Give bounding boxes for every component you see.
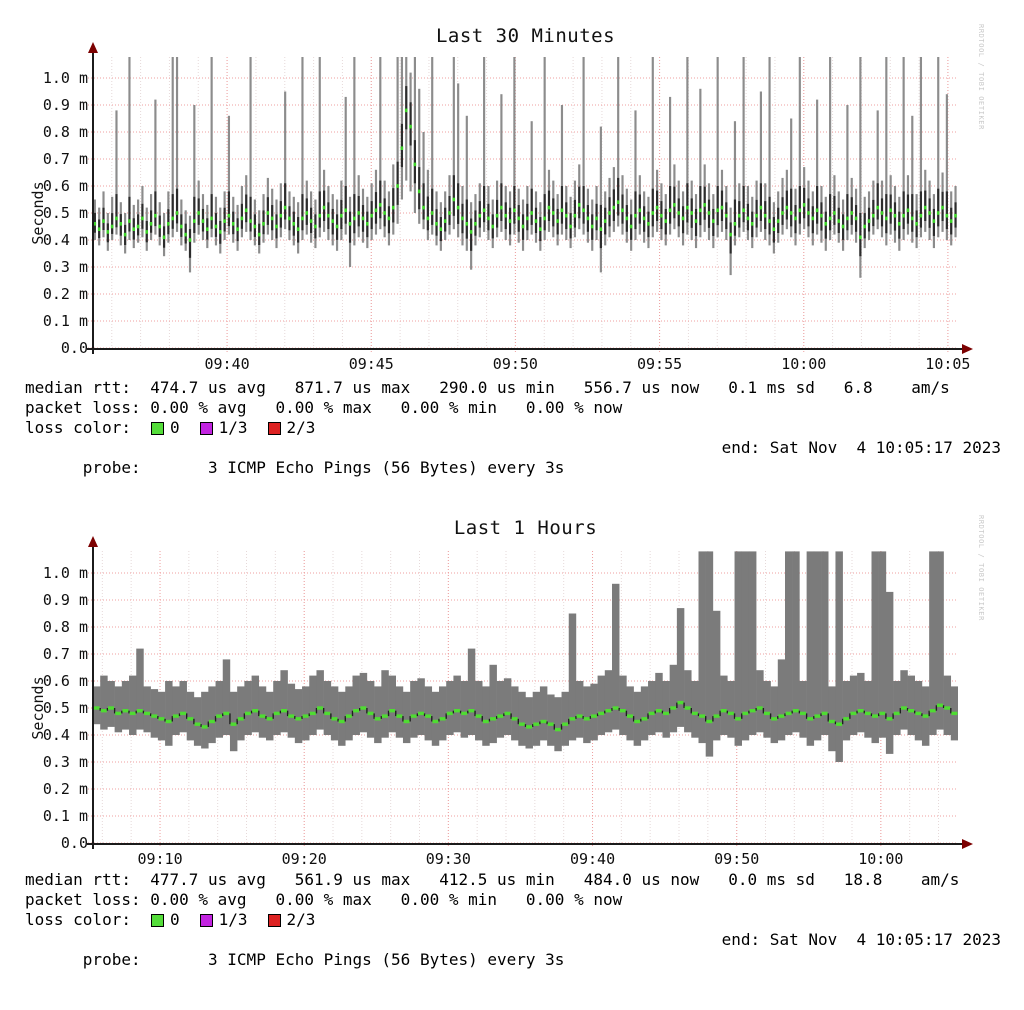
chart1-loss-color-legend: loss color: 0 1/3 2/3 xyxy=(25,418,1015,438)
x-tick-label: 10:00 xyxy=(781,355,826,373)
axes xyxy=(87,42,973,354)
loss-0-swatch xyxy=(150,421,164,435)
smokeping-graph-page: 09:40 09:45 09:50 09:55 10:00 10:05 0.0 0.1 m 0.… xyxy=(25,24,1015,969)
chart2-median-rtt-line: median rtt: 477.7 us avg 561.9 us max 41… xyxy=(25,870,960,889)
median-marks xyxy=(93,700,958,732)
y-tick-label: 0.0 xyxy=(61,339,88,357)
loss-13-label: 1/3 xyxy=(218,418,248,437)
y-tick-label: 0.7 m xyxy=(43,645,88,663)
loss-23-swatch xyxy=(267,421,281,435)
loss-0-label: 0 xyxy=(169,418,180,437)
chart2-end-timestamp: end: Sat Nov 4 10:05:17 2023 xyxy=(721,930,1001,949)
rrdtool-watermark: RRDTOOL / TOBI OETIKER xyxy=(977,515,985,621)
y-tick-label: 1.0 m xyxy=(43,69,88,87)
chart1-stats: median rtt: 474.7 us avg 871.7 us max 29… xyxy=(25,378,1015,477)
x-tick-label: 10:05 xyxy=(925,355,970,373)
legend-item-2: 2/3 xyxy=(267,910,316,930)
x-tick-label: 09:10 xyxy=(137,850,182,868)
smoke-bars xyxy=(93,551,958,762)
x-tick-label: 09:45 xyxy=(349,355,394,373)
chart2-title: Last 1 Hours xyxy=(453,517,598,539)
y-tick-label: 0.9 m xyxy=(43,96,88,114)
legend-label: loss color: xyxy=(25,910,131,929)
chart1-end-timestamp: end: Sat Nov 4 10:05:17 2023 xyxy=(721,438,1001,457)
x-tick-label: 09:40 xyxy=(570,850,615,868)
chart1-probe-line: probe: 3 ICMP Echo Pings (56 Bytes) ever… xyxy=(25,438,1015,477)
probe-text: probe: 3 ICMP Echo Pings (56 Bytes) ever… xyxy=(82,458,565,477)
chart2-loss-color-legend: loss color: 0 1/3 2/3 xyxy=(25,910,1015,930)
smoke-bars xyxy=(93,57,957,278)
legend-item-1: 1/3 xyxy=(199,910,248,930)
y-tick-label: 0.3 m xyxy=(43,258,88,276)
median-marks xyxy=(93,108,957,242)
y-tick-label: 0.4 m xyxy=(43,231,88,249)
y-tick-label: 0.2 m xyxy=(43,285,88,303)
chart2-probe-line: probe: 3 ICMP Echo Pings (56 Bytes) ever… xyxy=(25,930,1015,969)
y-tick-label: 0.4 m xyxy=(43,726,88,744)
loss-23-label: 2/3 xyxy=(286,418,316,437)
x-tick-labels: 09:40 09:45 09:50 09:55 10:00 10:05 xyxy=(204,355,970,373)
chart2-packet-loss-line: packet loss: 0.00 % avg 0.00 % max 0.00 … xyxy=(25,890,623,909)
x-tick-label: 09:50 xyxy=(493,355,538,373)
chart1-median-rtt-line: median rtt: 474.7 us avg 871.7 us max 29… xyxy=(25,378,950,397)
y-tick-label: 0.6 m xyxy=(43,177,88,195)
axes xyxy=(87,536,973,849)
y-tick-label: 0.0 xyxy=(61,834,88,852)
chart-1-plot: 09:40 09:45 09:50 09:55 10:00 10:050.00.1 m0.… xyxy=(43,42,973,373)
loss-23-label: 2/3 xyxy=(286,910,316,929)
loss-13-swatch xyxy=(199,913,213,927)
y-tick-label: 1.0 m xyxy=(43,564,88,582)
x-axis-arrow-icon xyxy=(962,839,973,849)
x-tick-label: 10:00 xyxy=(858,850,903,868)
probe-text: probe: 3 ICMP Echo Pings (56 Bytes) ever… xyxy=(82,950,565,969)
rrdtool-watermark: RRDTOOL / TOBI OETIKER xyxy=(977,24,985,130)
plot-canvas: 09:40 09:45 09:50 09:55 10:00 10:050.00.1 m0.… xyxy=(43,42,973,868)
x-tick-label: 09:50 xyxy=(714,850,759,868)
loss-0-swatch xyxy=(150,913,164,927)
chart2-y-axis-label: Seconds xyxy=(29,676,47,740)
chart-2-plot: 09:10 09:20 09:30 09:40 09:50 10:000.00.1 m0.… xyxy=(43,536,973,868)
y-tick-label: 0.7 m xyxy=(43,150,88,168)
y-tick-label: 0.9 m xyxy=(43,591,88,609)
y-tick-label: 0.5 m xyxy=(43,699,88,717)
y-tick-label: 0.5 m xyxy=(43,204,88,222)
y-tick-label: 0.6 m xyxy=(43,672,88,690)
legend-item-1: 1/3 xyxy=(199,418,248,438)
y-tick-labels: 0.0 0.1 m 0.2 m 0.3 m 0.4 m 0.5 m 0.6 m 0.7 m 0.… xyxy=(43,564,88,852)
chart2-stats: median rtt: 477.7 us avg 561.9 us max 41… xyxy=(25,870,1015,969)
x-axis-arrow-icon xyxy=(962,344,973,354)
chart1-title: Last 30 Minutes xyxy=(435,25,616,47)
legend-label: loss color: xyxy=(25,418,131,437)
loss-13-swatch xyxy=(199,421,213,435)
y-axis-arrow-icon xyxy=(88,536,98,547)
chart1-y-axis-label: Seconds xyxy=(29,181,47,245)
loss-13-label: 1/3 xyxy=(218,910,248,929)
y-tick-labels: 0.0 0.1 m 0.2 m 0.3 m 0.4 m 0.5 m 0.6 m 0.7 m 0.… xyxy=(43,69,88,357)
x-tick-label: 09:20 xyxy=(282,850,327,868)
x-tick-label: 09:55 xyxy=(637,355,682,373)
loss-0-label: 0 xyxy=(169,910,180,929)
y-tick-label: 0.1 m xyxy=(43,807,88,825)
legend-item-2: 2/3 xyxy=(267,418,316,438)
chart1-packet-loss-line: packet loss: 0.00 % avg 0.00 % max 0.00 … xyxy=(25,398,623,417)
loss-23-swatch xyxy=(267,913,281,927)
x-tick-labels: 09:10 09:20 09:30 09:40 09:50 10:00 xyxy=(137,850,903,868)
y-tick-label: 0.8 m xyxy=(43,123,88,141)
legend-item-0: 0 xyxy=(150,418,180,438)
x-tick-label: 09:40 xyxy=(204,355,249,373)
legend-item-0: 0 xyxy=(150,910,180,930)
y-tick-label: 0.8 m xyxy=(43,618,88,636)
x-tick-label: 09:30 xyxy=(426,850,471,868)
y-tick-label: 0.3 m xyxy=(43,753,88,771)
y-tick-label: 0.1 m xyxy=(43,312,88,330)
y-axis-arrow-icon xyxy=(88,42,98,53)
y-tick-label: 0.2 m xyxy=(43,780,88,798)
